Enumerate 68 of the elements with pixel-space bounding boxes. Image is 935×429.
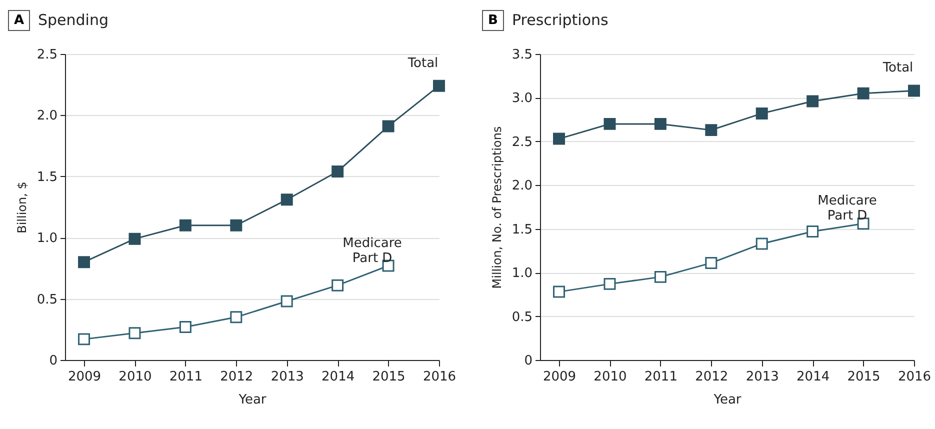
point	[908, 84, 920, 97]
y-tick-label: 2.5	[512, 134, 532, 150]
point	[806, 95, 819, 108]
x-tick-label: 2010	[118, 370, 152, 384]
point	[332, 166, 344, 178]
chart-title: Spending	[38, 10, 108, 31]
point	[857, 87, 870, 100]
point	[553, 286, 566, 298]
point	[332, 279, 344, 292]
y-axis-title: Million, No. of Prescriptions	[490, 126, 504, 289]
x-tick-label: 2016	[898, 370, 932, 384]
y-tick-label: 1.0	[512, 266, 532, 282]
point	[604, 278, 616, 290]
point	[756, 107, 768, 120]
y-tick-label: 3.5	[512, 48, 532, 62]
point	[179, 219, 192, 232]
y-tick-label: 1.5	[36, 170, 58, 185]
point	[382, 120, 394, 132]
y-tick-label: 0.5	[36, 292, 58, 308]
x-tick-label: 2016	[422, 370, 456, 384]
x-tick-label: 2014	[322, 370, 355, 384]
point	[654, 270, 666, 283]
point	[128, 232, 141, 245]
y-tick-label: 0.5	[512, 310, 532, 325]
point	[553, 132, 566, 145]
x-axis-title: Year	[238, 392, 267, 408]
point	[78, 333, 90, 346]
point	[280, 194, 293, 206]
x-tick-label: 2009	[68, 370, 102, 384]
point	[179, 320, 192, 333]
x-tick-label: 2011	[169, 370, 202, 384]
chart-title: Prescriptions	[512, 10, 608, 31]
y-axis-title: Billion, $	[14, 182, 29, 234]
y-tick-label: 2.0	[512, 178, 532, 194]
x-tick-label: 2012	[220, 370, 254, 384]
x-tick-label: 2015	[847, 370, 880, 384]
x-axis-title: Year	[712, 392, 742, 408]
point	[433, 80, 445, 92]
point	[230, 219, 242, 232]
y-tick-label: 1.5	[512, 222, 532, 238]
point	[756, 238, 768, 250]
x-tick-label: 2015	[372, 370, 406, 384]
point	[128, 327, 141, 340]
y-tick-label: 0	[49, 354, 58, 368]
y-tick-label: 1.0	[36, 231, 58, 246]
x-tick-label: 2013	[270, 370, 304, 384]
point	[280, 295, 293, 308]
x-tick-label: 2010	[594, 370, 627, 384]
point	[705, 256, 718, 269]
y-tick-label: 3.0	[512, 91, 532, 106]
x-tick-label: 2009	[542, 370, 576, 384]
text: B	[482, 10, 504, 31]
y-tick-label: 2.5	[36, 48, 58, 62]
point	[654, 118, 666, 130]
y-tick-label: 0	[524, 354, 532, 368]
point	[604, 118, 616, 130]
point	[806, 225, 819, 238]
x-tick-label: 2014	[796, 370, 830, 384]
x-tick-label: 2011	[644, 370, 678, 384]
text: A	[8, 10, 30, 31]
series-label: Total	[406, 56, 438, 71]
point	[705, 124, 718, 136]
point	[78, 256, 90, 268]
x-tick-label: 2013	[746, 370, 779, 384]
x-tick-label: 2012	[695, 370, 728, 384]
series-label: Total	[882, 60, 914, 76]
point	[230, 311, 242, 324]
y-tick-label: 2.0	[36, 108, 58, 124]
